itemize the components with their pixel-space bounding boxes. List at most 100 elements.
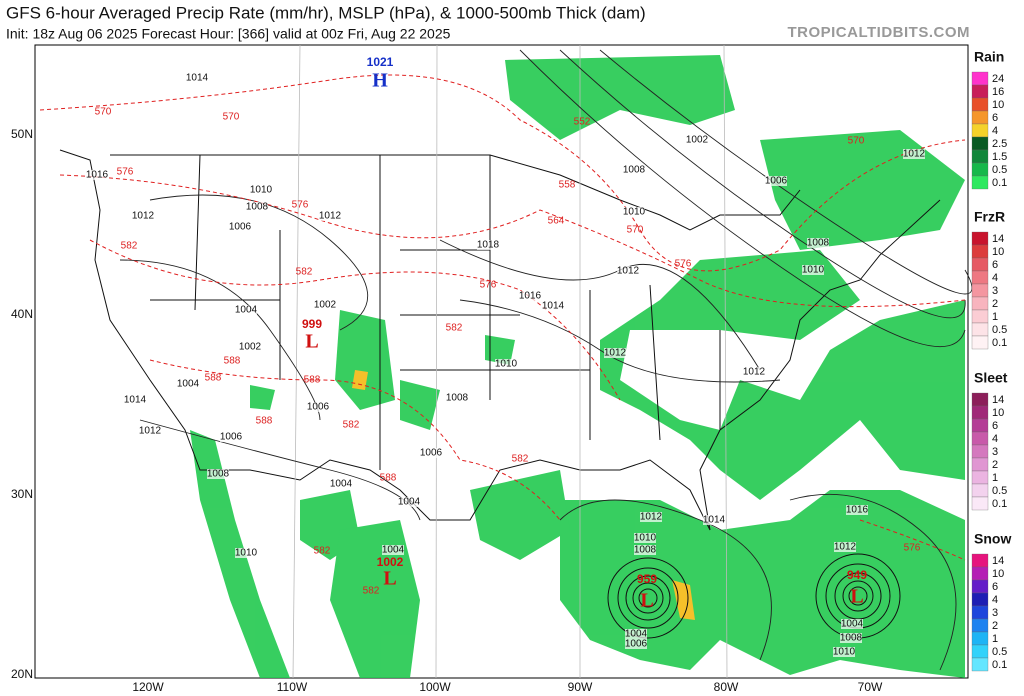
isobar-label-bg bbox=[846, 505, 868, 515]
isobar-label: 1008 bbox=[807, 238, 830, 249]
legend-swatch bbox=[971, 657, 989, 672]
legend-value: 10 bbox=[992, 99, 1004, 111]
legend-value: 2 bbox=[992, 620, 998, 632]
isobar-label-bg bbox=[625, 639, 647, 649]
legend-swatch bbox=[971, 335, 989, 350]
center-letter: L bbox=[850, 586, 863, 608]
legend-swatch bbox=[971, 71, 989, 86]
legend-value: 10 bbox=[992, 568, 1004, 580]
legend-swatch bbox=[971, 270, 989, 285]
legend-swatch bbox=[971, 457, 989, 472]
isobar-label: 1014 bbox=[186, 73, 209, 84]
legend-swatch bbox=[971, 296, 989, 311]
isobar-label: 1016 bbox=[519, 291, 542, 302]
isobar-label-bg bbox=[802, 265, 824, 275]
isobar-label-bg bbox=[833, 647, 855, 657]
isobar-label-bg bbox=[841, 619, 863, 629]
center-value: 959 bbox=[637, 572, 657, 586]
isobar-label-bg bbox=[420, 448, 442, 458]
isobar-label: 1016 bbox=[86, 170, 109, 181]
thickness-label: 588 bbox=[304, 375, 321, 386]
site-credit: TROPICALTIDBITS.COM bbox=[787, 24, 970, 41]
isobar-label-bg bbox=[623, 207, 645, 217]
isobar-label-bg bbox=[640, 512, 662, 522]
center-letter: L bbox=[305, 331, 318, 353]
legend-title: Rain bbox=[974, 49, 1004, 65]
lat-label: 20N bbox=[11, 667, 33, 681]
legend-swatch bbox=[971, 444, 989, 459]
legend-swatch bbox=[971, 110, 989, 125]
legend-value: 14 bbox=[992, 233, 1004, 245]
isobar-label-bg bbox=[250, 185, 272, 195]
thickness-label: 576 bbox=[117, 167, 134, 178]
isobar-label-bg bbox=[446, 393, 468, 403]
legend-swatch bbox=[971, 322, 989, 337]
isobar-label: 1010 bbox=[235, 548, 258, 559]
legend-value: 6 bbox=[992, 259, 998, 271]
legend-value: 0.1 bbox=[992, 337, 1007, 349]
legend-value: 3 bbox=[992, 285, 998, 297]
isobar-label-bg bbox=[314, 300, 336, 310]
legend-value: 0.1 bbox=[992, 498, 1007, 510]
isobar-label-bg bbox=[398, 497, 420, 507]
legend-value: 6 bbox=[992, 581, 998, 593]
thickness-label: 558 bbox=[559, 180, 576, 191]
thickness-label: 582 bbox=[343, 420, 360, 431]
legend-swatch bbox=[971, 136, 989, 151]
legend-value: 3 bbox=[992, 607, 998, 619]
legend-value: 1.5 bbox=[992, 151, 1007, 163]
isobar-label-bg bbox=[807, 238, 829, 248]
legend-value: 0.5 bbox=[992, 164, 1007, 176]
legend-value: 3 bbox=[992, 446, 998, 458]
isobar-label: 1004 bbox=[625, 629, 648, 640]
lat-lon-lines bbox=[292, 44, 728, 679]
legend-swatch bbox=[971, 257, 989, 272]
isobar-label: 1006 bbox=[307, 402, 330, 413]
legend-value: 0.5 bbox=[992, 646, 1007, 658]
isobar-label-bg bbox=[229, 222, 251, 232]
isobar-label-bg bbox=[124, 395, 146, 405]
legend-swatch bbox=[971, 496, 989, 511]
isobar-label-bg bbox=[519, 291, 541, 301]
isobar-label-bg bbox=[235, 305, 257, 315]
isobar-label-bg bbox=[382, 545, 404, 555]
thickness-label: 570 bbox=[848, 136, 865, 147]
isobar-label: 1006 bbox=[625, 639, 648, 650]
legend-value: 1 bbox=[992, 472, 998, 484]
isobar-label-bg bbox=[604, 348, 626, 358]
thickness-label: 552 bbox=[574, 117, 591, 128]
isobar-label: 1016 bbox=[846, 505, 869, 516]
thickness-label: 582 bbox=[363, 586, 380, 597]
isobar-label-bg bbox=[239, 342, 261, 352]
thickness-label: 576 bbox=[480, 280, 497, 291]
center-letter: L bbox=[383, 568, 396, 590]
legend-value: 14 bbox=[992, 394, 1004, 406]
legend-value: 0.1 bbox=[992, 659, 1007, 671]
isobar-label: 1006 bbox=[220, 432, 243, 443]
legend-value: 0.5 bbox=[992, 485, 1007, 497]
isobar-label-bg bbox=[495, 359, 517, 369]
isobar-label-bg bbox=[86, 170, 108, 180]
isobar-label: 1002 bbox=[686, 135, 709, 146]
isobar-label: 1014 bbox=[124, 395, 147, 406]
lon-label: 100W bbox=[419, 680, 451, 694]
center-value: 1002 bbox=[377, 555, 404, 569]
legend-swatch bbox=[971, 644, 989, 659]
isobar-label-bg bbox=[319, 211, 341, 221]
isobar-label: 1008 bbox=[246, 202, 269, 213]
isobar-label: 1008 bbox=[207, 469, 230, 480]
isobar-label: 1006 bbox=[229, 222, 252, 233]
isobar-label: 1012 bbox=[319, 211, 342, 222]
isobar-label: 1014 bbox=[703, 515, 726, 526]
legend-title: Sleet bbox=[974, 370, 1008, 386]
legend-swatch bbox=[971, 84, 989, 99]
legend-swatch bbox=[971, 483, 989, 498]
thickness-label: 588 bbox=[224, 356, 241, 367]
isobar-label-bg bbox=[330, 479, 352, 489]
isobar-label-bg bbox=[132, 211, 154, 221]
legend-value: 4 bbox=[992, 125, 998, 137]
center-value: 999 bbox=[302, 317, 322, 331]
legend-swatch bbox=[971, 123, 989, 138]
